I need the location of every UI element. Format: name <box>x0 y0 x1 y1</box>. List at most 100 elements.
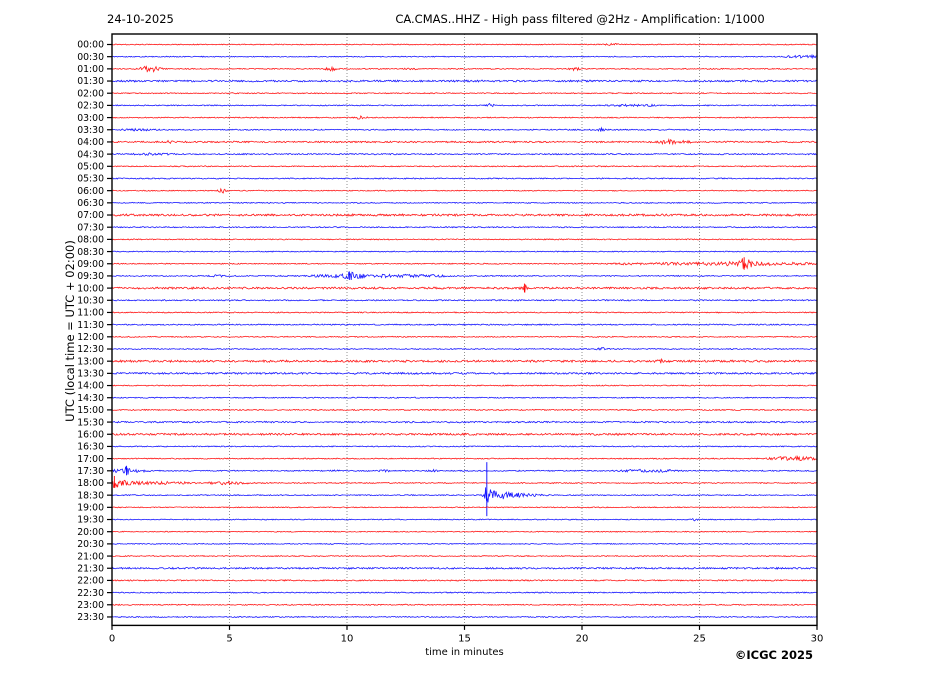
y-tick-label: 23:00 <box>77 600 104 611</box>
trace-row-04:30 <box>111 152 817 156</box>
y-tick-label: 11:30 <box>77 320 104 331</box>
trace-row-13:00 <box>111 357 818 364</box>
y-tick-label: 23:30 <box>77 612 104 623</box>
date-label: 24-10-2025 <box>107 12 174 26</box>
trace-row-18:00 <box>111 479 818 489</box>
y-tick-label: 05:00 <box>77 162 104 173</box>
y-tick-label: 19:30 <box>77 515 104 526</box>
y-tick-label: 18:00 <box>77 478 104 489</box>
y-tick-label: 22:00 <box>77 576 104 587</box>
trace-row-19:00 <box>111 506 817 509</box>
trace-row-20:00 <box>111 530 818 533</box>
trace-row-00:00 <box>111 42 817 46</box>
trace-row-23:00 <box>111 603 817 606</box>
trace-row-09:30 <box>111 271 818 281</box>
trace-row-20:30 <box>111 542 817 545</box>
trace-row-12:30 <box>111 347 817 351</box>
y-tick-label: 20:00 <box>77 527 104 538</box>
y-tick-label: 07:00 <box>77 210 104 221</box>
trace-row-00:30 <box>112 53 817 60</box>
trace-row-17:00 <box>111 455 817 462</box>
trace-row-01:30 <box>111 79 818 83</box>
y-tick-label: 02:30 <box>77 101 104 112</box>
y-tick-label: 03:00 <box>77 113 104 124</box>
trace-row-10:30 <box>111 299 818 302</box>
y-tick-label: 08:30 <box>77 247 104 258</box>
x-tick-label: 20 <box>576 633 589 644</box>
trace-row-22:30 <box>111 591 817 594</box>
trace-row-04:00 <box>111 138 817 146</box>
x-tick-label: 5 <box>226 633 232 644</box>
trace-row-16:00 <box>111 432 817 437</box>
y-tick-label: 00:00 <box>77 40 104 51</box>
trace-row-06:00 <box>111 187 817 194</box>
trace-row-11:30 <box>111 323 818 326</box>
y-tick-label: 11:00 <box>77 308 104 319</box>
trace-row-08:00 <box>111 238 817 241</box>
y-tick-label: 02:00 <box>77 88 104 99</box>
y-tick-label: 16:00 <box>77 429 104 440</box>
y-tick-label: 03:30 <box>77 125 104 136</box>
trace-row-10:00 <box>111 284 818 293</box>
trace-row-08:30 <box>111 250 817 253</box>
y-tick-label: 00:30 <box>77 52 104 63</box>
x-tick-label: 0 <box>109 633 115 644</box>
y-tick-label: 12:30 <box>77 344 104 355</box>
x-tick-label: 10 <box>341 633 354 644</box>
trace-row-16:30 <box>111 445 818 448</box>
y-tick-label: 09:00 <box>77 259 104 270</box>
y-tick-label: 17:30 <box>77 466 104 477</box>
y-tick-label: 14:00 <box>77 381 104 392</box>
trace-row-06:30 <box>111 201 818 204</box>
trace-row-19:30 <box>111 517 817 522</box>
trace-row-03:00 <box>111 115 817 120</box>
trace-row-21:00 <box>111 555 817 558</box>
trace-row-13:30 <box>111 371 817 375</box>
y-tick-label: 06:00 <box>77 186 104 197</box>
trace-row-15:30 <box>111 420 818 424</box>
y-tick-label: 01:30 <box>77 76 104 87</box>
y-tick-label: 01:00 <box>77 64 104 75</box>
copyright-label: ©ICGC 2025 <box>734 648 813 662</box>
trace-row-14:00 <box>111 384 817 387</box>
x-axis-title: time in minutes <box>425 647 504 658</box>
y-tick-label: 15:00 <box>77 405 104 416</box>
trace-row-07:30 <box>111 226 817 229</box>
plot-title: CA.CMAS..HHZ - High pass filtered @2Hz -… <box>395 12 765 26</box>
trace-row-07:00 <box>111 213 818 218</box>
trace-row-17:30 <box>111 466 817 475</box>
y-tick-label: 21:30 <box>77 563 104 574</box>
trace-row-18:30 <box>111 487 817 503</box>
y-tick-label: 13:00 <box>77 356 104 367</box>
trace-row-15:00 <box>111 408 818 412</box>
y-tick-label: 17:00 <box>77 454 104 465</box>
y-tick-label: 21:00 <box>77 551 104 562</box>
y-tick-label: 15:30 <box>77 417 104 428</box>
trace-row-11:00 <box>111 311 817 314</box>
trace-row-02:30 <box>111 102 817 108</box>
trace-row-14:30 <box>111 396 817 399</box>
trace-row-03:30 <box>111 126 817 132</box>
x-tick-label: 25 <box>693 633 706 644</box>
y-tick-label: 08:00 <box>77 235 104 246</box>
y-tick-label: 19:00 <box>77 503 104 514</box>
y-tick-label: 09:30 <box>77 271 104 282</box>
plot-frame <box>111 33 818 627</box>
y-tick-label: 18:30 <box>77 490 104 501</box>
y-tick-label: 05:30 <box>77 174 104 185</box>
trace-row-05:30 <box>111 177 817 180</box>
x-tick-label: 30 <box>811 633 824 644</box>
trace-row-22:00 <box>111 579 818 582</box>
trace-row-02:00 <box>111 92 817 95</box>
y-tick-label: 07:30 <box>77 222 104 233</box>
y-tick-label: 22:30 <box>77 588 104 599</box>
trace-row-09:00 <box>111 258 818 270</box>
y-tick-label: 16:30 <box>77 442 104 453</box>
x-tick-label: 15 <box>458 633 471 644</box>
trace-row-21:30 <box>111 566 817 570</box>
trace-row-01:00 <box>111 65 817 73</box>
y-tick-label: 14:30 <box>77 393 104 404</box>
trace-row-05:00 <box>111 165 817 168</box>
